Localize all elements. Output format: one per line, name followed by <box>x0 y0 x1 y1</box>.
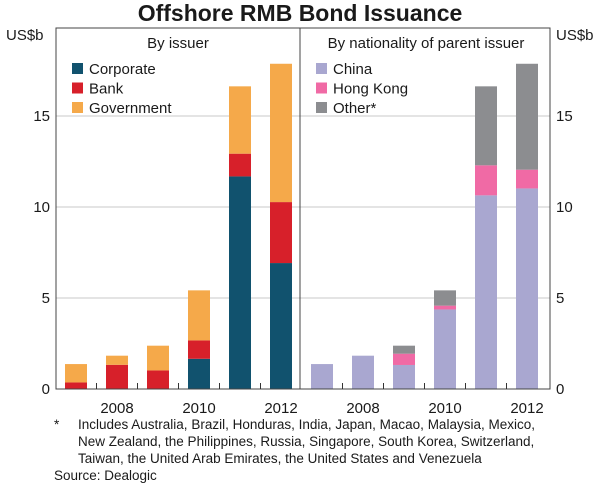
legend-label: Other* <box>333 100 377 117</box>
bar-government-2012 <box>270 63 292 203</box>
bar-government-2008 <box>106 355 128 365</box>
bar-bank-2008 <box>106 364 128 389</box>
x-tick-label: 2010 <box>182 400 215 417</box>
y-tick-label: 5 <box>556 290 564 307</box>
footnote-line: New Zealand, the Philippines, Russia, Si… <box>78 434 535 449</box>
bar-other--2011 <box>475 86 497 166</box>
y-tick-label: 0 <box>42 381 50 398</box>
y-tick-label: 10 <box>556 199 573 216</box>
legend-label: China <box>333 61 373 78</box>
panel-title-left: By issuer <box>147 35 209 52</box>
legend-swatch <box>72 82 83 94</box>
y-tick-label: 5 <box>42 290 50 307</box>
source-note: Source: Dealogic <box>54 468 157 483</box>
bar-government-2011 <box>229 86 251 154</box>
x-tick-label: 2010 <box>428 400 461 417</box>
y-tick-label: 15 <box>33 108 50 125</box>
bar-hong-kong-2010 <box>434 305 456 310</box>
y-axis-label-right: US$b <box>556 27 594 44</box>
legend-label: Corporate <box>89 61 156 78</box>
legend-label: Hong Kong <box>333 81 408 98</box>
y-tick-label: 15 <box>556 108 573 125</box>
bar-hong-kong-2012 <box>516 169 538 189</box>
footnote-line: Taiwan, the United Arab Emirates, the Un… <box>78 451 482 466</box>
y-axis-label-left: US$b <box>6 27 44 44</box>
y-tick-label: 10 <box>33 199 50 216</box>
panel-title-right: By nationality of parent issuer <box>328 35 525 52</box>
bar-china-2010 <box>434 309 456 389</box>
x-tick-label: 2008 <box>100 400 133 417</box>
bar-hong-kong-2009 <box>393 353 415 365</box>
bar-corporate-2012 <box>270 263 292 389</box>
x-tick-label: 2012 <box>510 400 543 417</box>
bar-china-2012 <box>516 188 538 389</box>
bar-corporate-2010 <box>188 358 210 389</box>
footnote-marker: * <box>54 417 60 432</box>
bar-bank-2009 <box>147 370 169 389</box>
legend-swatch <box>72 63 83 74</box>
plot-frame <box>55 27 551 390</box>
bar-government-2007 <box>65 364 87 383</box>
bar-corporate-2011 <box>229 176 251 389</box>
bar-other--2010 <box>434 290 456 306</box>
bar-government-2010 <box>188 290 210 341</box>
bar-china-2008 <box>352 355 374 389</box>
legend-swatch <box>316 63 327 74</box>
bar-china-2011 <box>475 195 497 389</box>
bar-china-2009 <box>393 364 415 389</box>
bar-other--2012 <box>516 63 538 170</box>
bar-bank-2007 <box>65 382 87 389</box>
chart-title: Offshore RMB Bond Issuance <box>138 0 463 26</box>
footnote-line: Includes Australia, Brazil, Honduras, In… <box>78 417 535 432</box>
x-tick-label: 2008 <box>346 400 379 417</box>
bar-bank-2011 <box>229 153 251 177</box>
bar-china-2007 <box>311 364 333 389</box>
legend-swatch <box>72 102 83 113</box>
bar-hong-kong-2011 <box>475 165 497 196</box>
legend-swatch <box>316 82 327 94</box>
x-tick-label: 2012 <box>264 400 297 417</box>
y-tick-label: 0 <box>556 381 564 398</box>
bar-bank-2012 <box>270 202 292 264</box>
bar-bank-2010 <box>188 340 210 359</box>
bar-government-2009 <box>147 345 169 371</box>
bar-other--2009 <box>393 345 415 354</box>
legend-swatch <box>316 102 327 113</box>
legend-label: Bank <box>89 81 124 98</box>
legend-label: Government <box>89 100 172 117</box>
